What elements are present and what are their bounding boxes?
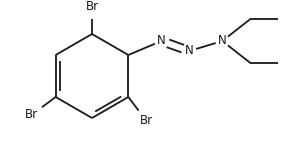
Text: Br: Br	[140, 114, 153, 128]
Text: N: N	[218, 35, 227, 47]
Text: N: N	[185, 45, 194, 57]
Text: Br: Br	[25, 109, 38, 121]
Text: Br: Br	[86, 0, 99, 12]
Text: N: N	[157, 35, 166, 47]
